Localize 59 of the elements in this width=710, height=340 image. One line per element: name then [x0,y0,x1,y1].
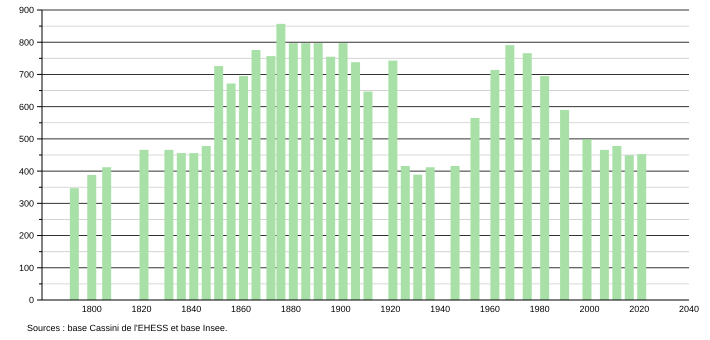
bar [226,83,236,300]
y-tick-label: 300 [18,198,34,208]
bar [560,110,570,300]
x-tick-label: 1980 [530,304,550,314]
bar [522,53,532,300]
bar [102,167,112,300]
x-tick-label: 2020 [629,304,650,314]
y-tick-label: 400 [18,166,34,176]
bar [400,166,410,300]
x-tick-label: 2040 [678,304,700,314]
y-tick-label: 900 [18,5,34,16]
bar [540,76,550,300]
bar [326,56,336,300]
bar [413,174,422,300]
x-tick-label: 1900 [330,304,351,314]
bar [582,139,592,300]
x-tick-label: 2000 [579,304,600,314]
y-tick-label: 200 [18,230,34,241]
bar [470,118,480,300]
bar [301,43,310,300]
source-note: Sources : base Cassini de l'EHESS et base Insee. [27,323,228,333]
bar [363,92,372,300]
bar [70,188,79,300]
bar [612,146,622,300]
bar [490,70,500,300]
bar [600,150,609,300]
x-tick-label: 1880 [280,304,301,314]
y-tick-label: 700 [18,70,34,80]
bar [189,153,198,300]
bar [338,43,348,300]
bar [388,60,398,300]
bar [176,153,186,300]
x-tick-label: 1860 [231,304,252,314]
x-tick-label: 1940 [430,304,450,314]
bar [288,43,298,300]
x-tick-label: 1820 [132,304,152,314]
y-tick-label: 800 [18,37,34,48]
bar [637,154,646,300]
y-tick-label: 600 [18,102,34,112]
bar [164,150,174,300]
bar [351,62,360,300]
bar [214,66,224,300]
x-tick-label: 1800 [82,304,102,314]
bar [239,76,248,300]
x-tick-label: 1840 [181,304,202,314]
y-tick-label: 500 [18,134,34,144]
bar [426,167,435,300]
bar [87,174,96,300]
bar [202,146,211,300]
bar [450,166,460,300]
bar [140,150,149,300]
bar [505,45,514,300]
bar [251,50,260,300]
x-tick-label: 1960 [480,304,500,314]
x-tick-label: 1920 [380,304,400,314]
y-tick-label: 0 [28,295,34,306]
bar [314,43,323,300]
bar [624,155,634,300]
y-tick-label: 100 [18,262,34,273]
